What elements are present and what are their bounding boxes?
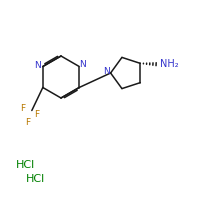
Text: HCl: HCl — [16, 160, 35, 170]
Text: NH₂: NH₂ — [160, 59, 179, 69]
Text: N: N — [34, 61, 41, 70]
Text: F: F — [20, 104, 25, 113]
Text: N: N — [104, 68, 110, 76]
Text: F: F — [34, 110, 39, 119]
Text: HCl: HCl — [26, 174, 45, 184]
Text: F: F — [25, 118, 30, 127]
Text: N: N — [79, 60, 86, 69]
